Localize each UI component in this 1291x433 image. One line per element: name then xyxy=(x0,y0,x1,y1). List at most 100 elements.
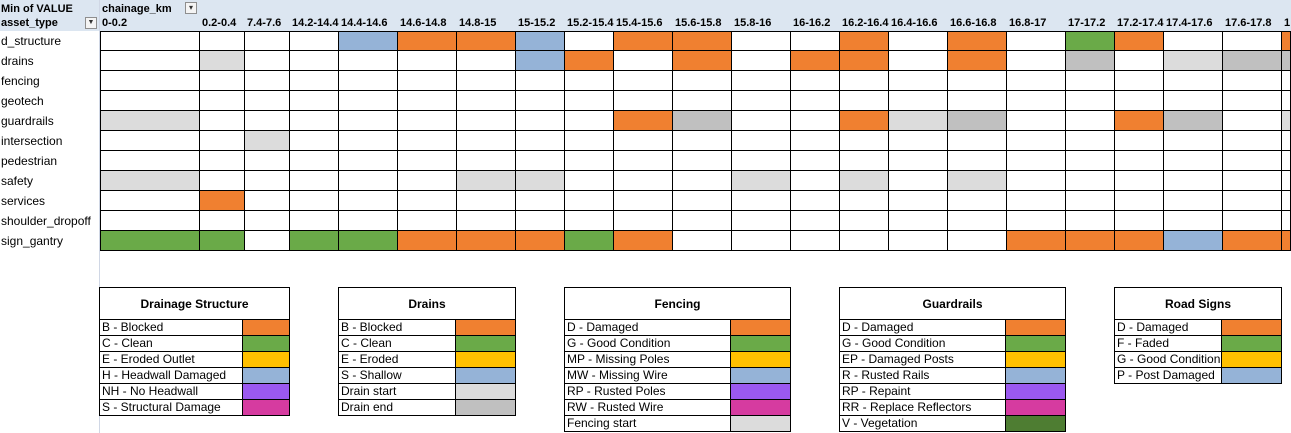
grid-cell[interactable] xyxy=(840,231,889,251)
grid-cell[interactable] xyxy=(1115,91,1164,111)
grid-cell[interactable] xyxy=(457,31,516,51)
grid-cell[interactable] xyxy=(791,31,840,51)
grid-cell[interactable] xyxy=(1164,171,1223,191)
grid-cell[interactable] xyxy=(673,51,732,71)
grid-cell[interactable] xyxy=(1282,191,1291,211)
grid-cell[interactable] xyxy=(889,91,948,111)
grid-cell[interactable] xyxy=(565,131,614,151)
grid-cell[interactable] xyxy=(1066,31,1115,51)
grid-cell[interactable] xyxy=(1115,31,1164,51)
grid-cell[interactable] xyxy=(889,171,948,191)
grid-cell[interactable] xyxy=(1223,71,1282,91)
grid-cell[interactable] xyxy=(290,211,339,231)
grid-cell[interactable] xyxy=(840,51,889,71)
grid-cell[interactable] xyxy=(889,191,948,211)
grid-cell[interactable] xyxy=(889,51,948,71)
grid-cell[interactable] xyxy=(100,151,200,171)
grid-cell[interactable] xyxy=(245,191,290,211)
grid-cell[interactable] xyxy=(100,171,200,191)
grid-cell[interactable] xyxy=(673,111,732,131)
grid-cell[interactable] xyxy=(290,191,339,211)
grid-cell[interactable] xyxy=(673,191,732,211)
grid-cell[interactable] xyxy=(889,111,948,131)
grid-cell[interactable] xyxy=(1066,151,1115,171)
grid-cell[interactable] xyxy=(398,171,457,191)
grid-cell[interactable] xyxy=(732,231,791,251)
grid-cell[interactable] xyxy=(791,131,840,151)
grid-cell[interactable] xyxy=(732,131,791,151)
dropdown-arrow-icon[interactable]: ▾ xyxy=(185,2,197,14)
grid-cell[interactable] xyxy=(339,191,398,211)
grid-cell[interactable] xyxy=(948,91,1007,111)
grid-cell[interactable] xyxy=(290,111,339,131)
grid-cell[interactable] xyxy=(457,51,516,71)
grid-cell[interactable] xyxy=(398,131,457,151)
grid-cell[interactable] xyxy=(614,71,673,91)
grid-cell[interactable] xyxy=(200,151,245,171)
grid-cell[interactable] xyxy=(673,91,732,111)
grid-cell[interactable] xyxy=(100,51,200,71)
grid-cell[interactable] xyxy=(614,191,673,211)
grid-cell[interactable] xyxy=(1007,71,1066,91)
grid-cell[interactable] xyxy=(840,211,889,231)
grid-cell[interactable] xyxy=(1164,31,1223,51)
grid-cell[interactable] xyxy=(1282,151,1291,171)
grid-cell[interactable] xyxy=(840,71,889,91)
grid-cell[interactable] xyxy=(339,131,398,151)
grid-cell[interactable] xyxy=(290,51,339,71)
grid-cell[interactable] xyxy=(1066,171,1115,191)
grid-cell[interactable] xyxy=(200,131,245,151)
grid-cell[interactable] xyxy=(673,211,732,231)
grid-cell[interactable] xyxy=(673,31,732,51)
grid-cell[interactable] xyxy=(200,71,245,91)
grid-cell[interactable] xyxy=(398,71,457,91)
grid-cell[interactable] xyxy=(339,171,398,191)
grid-cell[interactable] xyxy=(1115,171,1164,191)
grid-cell[interactable] xyxy=(732,211,791,231)
grid-cell[interactable] xyxy=(1007,51,1066,71)
grid-cell[interactable] xyxy=(840,171,889,191)
grid-cell[interactable] xyxy=(889,231,948,251)
grid-cell[interactable] xyxy=(565,71,614,91)
filter-dropdown-icon[interactable]: ▼ xyxy=(85,17,97,29)
grid-cell[interactable] xyxy=(290,151,339,171)
grid-cell[interactable] xyxy=(1007,211,1066,231)
grid-cell[interactable] xyxy=(457,231,516,251)
grid-cell[interactable] xyxy=(1164,91,1223,111)
grid-cell[interactable] xyxy=(100,31,200,51)
grid-cell[interactable] xyxy=(200,231,245,251)
grid-cell[interactable] xyxy=(398,211,457,231)
grid-cell[interactable] xyxy=(1282,111,1291,131)
grid-cell[interactable] xyxy=(457,171,516,191)
grid-cell[interactable] xyxy=(245,151,290,171)
grid-cell[interactable] xyxy=(565,211,614,231)
grid-cell[interactable] xyxy=(245,31,290,51)
grid-cell[interactable] xyxy=(1282,31,1291,51)
grid-cell[interactable] xyxy=(1282,91,1291,111)
grid-cell[interactable] xyxy=(290,91,339,111)
grid-cell[interactable] xyxy=(290,171,339,191)
grid-cell[interactable] xyxy=(1282,231,1291,251)
grid-cell[interactable] xyxy=(516,71,565,91)
grid-cell[interactable] xyxy=(398,191,457,211)
grid-cell[interactable] xyxy=(339,211,398,231)
pivot-row-field[interactable]: asset_type xyxy=(1,17,58,29)
grid-cell[interactable] xyxy=(673,131,732,151)
grid-cell[interactable] xyxy=(1223,211,1282,231)
grid-cell[interactable] xyxy=(200,111,245,131)
grid-cell[interactable] xyxy=(565,191,614,211)
grid-cell[interactable] xyxy=(1115,111,1164,131)
grid-cell[interactable] xyxy=(791,71,840,91)
grid-cell[interactable] xyxy=(948,171,1007,191)
grid-cell[interactable] xyxy=(1164,231,1223,251)
grid-cell[interactable] xyxy=(245,111,290,131)
grid-cell[interactable] xyxy=(565,51,614,71)
grid-cell[interactable] xyxy=(791,231,840,251)
grid-cell[interactable] xyxy=(1066,91,1115,111)
grid-cell[interactable] xyxy=(339,51,398,71)
grid-cell[interactable] xyxy=(290,71,339,91)
grid-cell[interactable] xyxy=(200,31,245,51)
grid-cell[interactable] xyxy=(889,131,948,151)
grid-cell[interactable] xyxy=(1066,211,1115,231)
grid-cell[interactable] xyxy=(1282,211,1291,231)
